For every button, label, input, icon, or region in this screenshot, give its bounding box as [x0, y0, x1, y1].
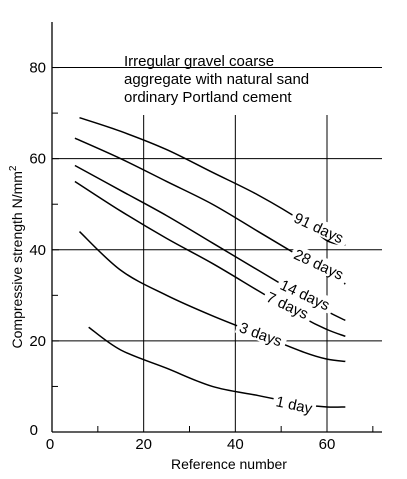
y-tick-label-20: 20 [29, 333, 46, 350]
series-label-91-days: 91 days [291, 210, 346, 248]
series-label-3-days: 3 days [237, 319, 284, 350]
y-tick-label-80: 80 [29, 60, 46, 77]
axes [51, 22, 382, 433]
x-tick-label-20: 20 [135, 436, 152, 453]
y-axis-title-text: Compressive strength N/mm [9, 171, 25, 348]
y-tick-label-40: 40 [29, 242, 46, 259]
grid-lines [52, 67, 382, 432]
series-label-bg-28-days [289, 243, 351, 284]
series-line-91-days [79, 116, 346, 246]
x-tick-label-0: 0 [46, 436, 54, 453]
series-label-bg-7-days [261, 286, 316, 324]
series-label-bg-1-day [272, 389, 318, 415]
chart-title-line-3: ordinary Portland cement [124, 89, 292, 106]
series-line-3-days [78, 231, 346, 363]
x-tick-label-40: 40 [227, 436, 244, 453]
series-label-bg-3-days [234, 317, 289, 350]
chart-title-line-2: aggregate with natural sand [124, 71, 309, 88]
y-tick-label-0: 0 [30, 422, 38, 439]
x-tick-label-60: 60 [319, 436, 336, 453]
series-label-bg-91-days [289, 207, 351, 248]
y-axis-title-group: Compressive strength N/mm2 [8, 165, 25, 348]
y-axis-title-superscript: 2 [8, 165, 19, 171]
chart-title-line-1: Irregular gravel coarse [124, 53, 274, 70]
series-lines [74, 116, 351, 415]
series-label-bg-14-days [275, 274, 337, 315]
x-axis-title: Reference number [171, 456, 287, 472]
y-axis-title: Compressive strength N/mm2 [8, 165, 25, 348]
series-line-1-day [88, 326, 346, 408]
y-tick-label-60: 60 [29, 151, 46, 168]
series-label-28-days: 28 days [291, 246, 346, 284]
series-line-7-days [74, 180, 346, 338]
